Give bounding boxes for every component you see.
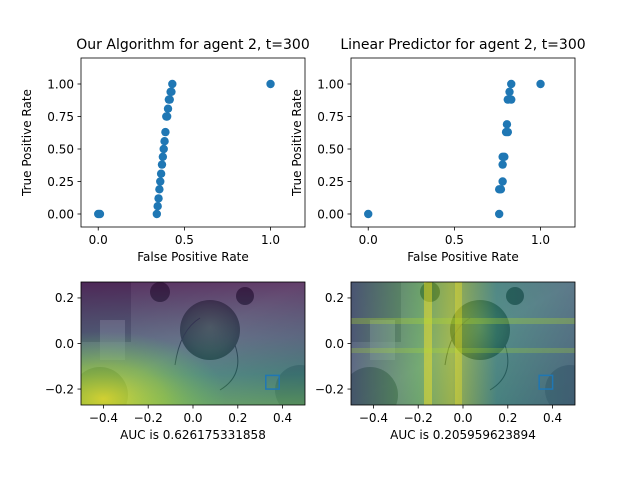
x-tick-label: 0.2 [228, 411, 247, 425]
axes-frame [80, 57, 306, 228]
chart-title: Linear Predictor for agent 2, t=300 [340, 37, 585, 53]
x-tick-label: 1.0 [261, 233, 280, 247]
data-point [167, 87, 176, 97]
data-point [496, 185, 506, 194]
y-tick-label: −0.2 [45, 382, 74, 396]
data-point [498, 152, 507, 161]
heatmap-our-algorithm: −0.4 −0.2 0.0 0.2 0.4 −0.2 0.0 0.2 AUC is 0.6261… [45, 281, 306, 442]
y-tick-label: 0.2 [325, 291, 344, 305]
y-tick-label: 0.25 [317, 175, 344, 189]
x-tick-label: 0.0 [183, 411, 202, 425]
data-point [168, 79, 177, 89]
data-point [153, 202, 162, 211]
data-point [157, 160, 167, 169]
x-axis-label: False Positive Rate [137, 250, 249, 264]
y-tick-label: 0.75 [317, 110, 344, 124]
y-tick-label: 0.00 [317, 207, 344, 221]
data-point [498, 160, 507, 169]
x-tick-label: 0.4 [273, 411, 292, 425]
data-point [507, 79, 516, 89]
highlight-box [265, 374, 280, 390]
x-tick-label: −0.4 [359, 411, 388, 425]
axes-frame [350, 57, 576, 228]
y-tick-label: 0.25 [47, 175, 74, 189]
x-axis-label: AUC is 0.205959623894 [390, 428, 536, 442]
x-tick-label: 0.0 [359, 233, 378, 247]
data-point [159, 144, 168, 154]
data-point [507, 95, 516, 104]
data-point [505, 87, 514, 97]
x-tick-label: −0.2 [134, 411, 163, 425]
chart-title: Our Algorithm for agent 2, t=300 [76, 37, 309, 53]
data-point [364, 209, 373, 219]
y-tick-label: 0.2 [55, 291, 74, 305]
x-tick-label: 0.5 [175, 233, 194, 247]
data-point [158, 152, 168, 161]
roc-plot-linear-predictor: 0.0 0.5 1.0 0.00 0.25 0.50 0.75 1.00 False Posit… [290, 37, 586, 264]
data-point [160, 137, 169, 146]
y-tick-label: 0.0 [55, 337, 74, 351]
y-tick-label: 1.00 [47, 77, 74, 91]
data-point [152, 209, 162, 219]
highlight-box [538, 374, 554, 390]
y-axis-label: True Positive Rate [20, 89, 34, 197]
x-axis-label: False Positive Rate [407, 250, 519, 264]
data-point [156, 177, 165, 186]
x-axis-label: AUC is 0.626175331858 [120, 428, 266, 442]
y-tick-label: 1.00 [317, 77, 344, 91]
y-tick-label: 0.50 [317, 142, 344, 156]
y-tick-label: −0.2 [315, 382, 344, 396]
roc-plot-our-algorithm: 0.0 0.5 1.0 0.00 0.25 0.50 0.75 1.00 False Posit… [20, 37, 310, 264]
data-point [266, 79, 275, 89]
data-point [162, 112, 172, 121]
data-point [161, 127, 170, 137]
x-tick-label: −0.2 [404, 411, 433, 425]
y-tick-label: 0.0 [325, 337, 344, 351]
data-point [154, 194, 163, 203]
y-axis-label: True Positive Rate [290, 89, 304, 197]
heatmap-linear-predictor: −0.4 −0.2 0.0 0.2 0.4 −0.2 0.0 0.2 AUC is 0.2059… [315, 281, 576, 442]
x-tick-label: 0.5 [445, 233, 464, 247]
data-point [165, 95, 174, 104]
x-tick-label: 0.0 [453, 411, 472, 425]
data-point [156, 169, 166, 178]
data-point [503, 127, 512, 137]
scene-image [351, 282, 575, 405]
scene-image [81, 282, 305, 405]
x-tick-label: 1.0 [531, 233, 550, 247]
data-point [95, 209, 105, 219]
y-tick-label: 0.50 [47, 142, 74, 156]
y-tick-label: 0.00 [47, 207, 74, 221]
data-point [163, 104, 173, 113]
x-tick-label: 0.2 [498, 411, 517, 425]
x-tick-label: 0.4 [543, 411, 562, 425]
x-tick-label: 0.0 [89, 233, 108, 247]
data-point [536, 79, 545, 89]
data-point [502, 120, 512, 129]
data-point [494, 209, 504, 219]
y-tick-label: 0.75 [47, 110, 74, 124]
data-point [498, 177, 507, 186]
data-point [155, 185, 164, 194]
x-tick-label: −0.4 [89, 411, 118, 425]
